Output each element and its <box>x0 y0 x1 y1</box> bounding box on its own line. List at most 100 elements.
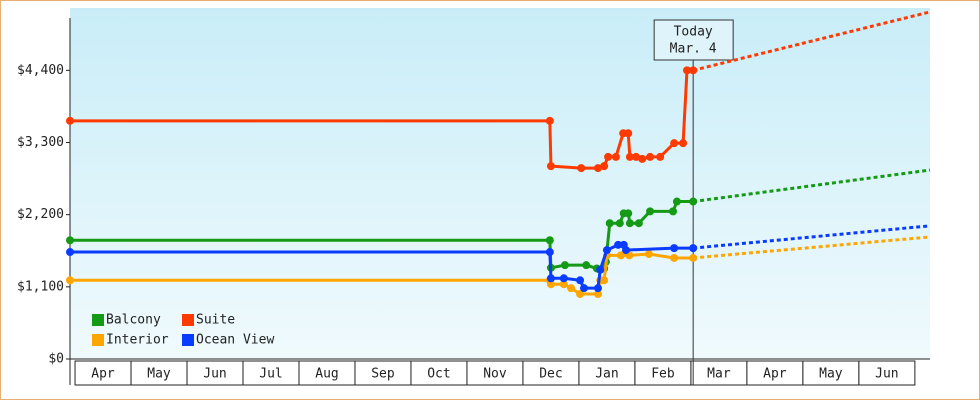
point <box>546 280 555 289</box>
point <box>546 162 555 171</box>
point <box>689 253 698 262</box>
point <box>576 276 585 285</box>
point <box>689 66 698 75</box>
point <box>646 207 655 216</box>
point <box>624 209 633 218</box>
month-cell <box>242 360 300 386</box>
forecast-line <box>693 235 931 260</box>
point <box>656 152 665 161</box>
legend-swatch <box>92 314 104 326</box>
x-tick-label: Jan <box>595 367 618 382</box>
point <box>632 152 641 161</box>
point <box>670 244 679 253</box>
today-label: Mar. 4 <box>670 42 717 57</box>
x-tick-label: Aug <box>315 367 338 382</box>
point <box>577 164 586 173</box>
y-tick-label: $1,100 <box>17 279 64 294</box>
point <box>602 246 611 255</box>
point <box>616 251 625 260</box>
point <box>593 284 602 293</box>
point <box>582 261 591 270</box>
point <box>615 219 624 228</box>
month-cell <box>746 360 804 386</box>
point <box>621 246 630 255</box>
month-cell <box>298 360 356 386</box>
legend-label: Ocean View <box>196 333 274 348</box>
y-tick-label: $2,200 <box>17 207 64 222</box>
month-cell <box>74 360 132 386</box>
point <box>624 129 633 138</box>
point <box>611 152 620 161</box>
month-cell <box>578 360 636 386</box>
point <box>576 290 585 299</box>
point <box>546 274 555 283</box>
point <box>604 152 613 161</box>
point <box>644 250 653 259</box>
point <box>545 236 554 245</box>
x-tick-label: Oct <box>427 367 450 382</box>
x-tick-label: Jul <box>259 367 282 382</box>
point <box>596 265 605 274</box>
x-tick-label: May <box>819 367 843 382</box>
y-tick-label: $4,400 <box>17 63 64 78</box>
forecast-line <box>692 10 931 72</box>
legend-swatch <box>92 334 104 346</box>
point <box>646 152 655 161</box>
point <box>66 116 74 125</box>
x-tick-label: Sep <box>371 367 395 382</box>
x-tick-label: Dec <box>539 367 562 382</box>
x-tick-label: Jun <box>203 367 226 382</box>
point <box>600 276 609 285</box>
point <box>625 152 634 161</box>
point <box>600 162 609 171</box>
legend-label: Balcony <box>106 313 161 328</box>
month-cell <box>130 360 188 386</box>
point <box>689 244 698 253</box>
today-box <box>653 19 734 61</box>
point <box>560 261 569 270</box>
point <box>66 248 74 257</box>
point <box>670 139 679 148</box>
forecast-line <box>693 224 931 250</box>
point <box>670 253 679 262</box>
x-tick-label: May <box>147 367 171 382</box>
x-tick-label: Jun <box>875 367 898 382</box>
point <box>605 219 614 228</box>
point <box>672 197 681 206</box>
point <box>669 207 678 216</box>
point <box>593 290 602 299</box>
month-cell <box>690 360 748 386</box>
point <box>545 248 554 257</box>
point <box>559 274 568 283</box>
month-cell <box>186 360 244 386</box>
y-tick-label: $0 <box>48 352 64 367</box>
month-cell <box>858 360 916 386</box>
point <box>579 284 588 293</box>
month-cell <box>466 360 524 386</box>
point <box>679 139 688 148</box>
point <box>559 280 568 289</box>
point <box>689 197 698 206</box>
point <box>614 240 623 249</box>
point <box>66 276 74 285</box>
point <box>683 66 692 75</box>
x-tick-label: Apr <box>763 367 787 382</box>
point <box>545 116 554 125</box>
y-tick-label: $3,300 <box>17 135 64 150</box>
forecast-line <box>692 168 931 204</box>
point <box>634 219 643 228</box>
x-tick-label: Feb <box>651 367 675 382</box>
x-tick-label: Apr <box>91 367 115 382</box>
legend-label: Suite <box>196 313 235 328</box>
today-label: Today <box>674 25 713 40</box>
x-tick-label: Nov <box>483 367 507 382</box>
legend-label: Interior <box>106 333 169 348</box>
legend-swatch <box>182 314 194 326</box>
point <box>66 236 74 245</box>
point <box>638 154 647 163</box>
plot-area <box>70 8 930 359</box>
legend-swatch <box>182 334 194 346</box>
point <box>567 284 576 293</box>
x-tick-label: Mar <box>707 367 731 382</box>
